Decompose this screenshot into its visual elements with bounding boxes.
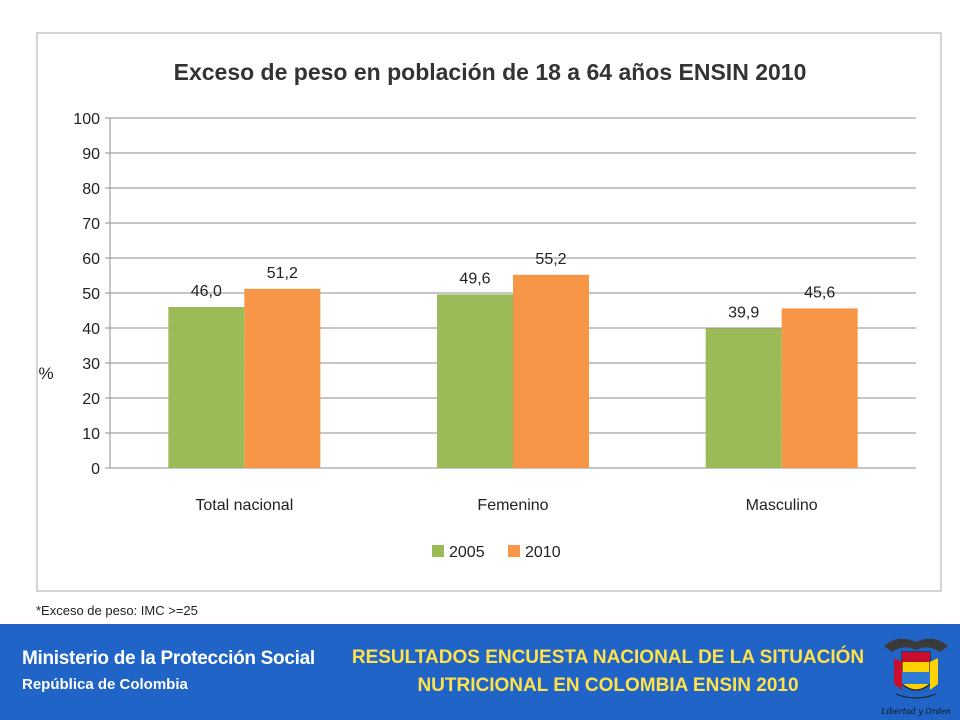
y-tick-label: 0	[91, 461, 100, 478]
y-axis-label: %	[38, 364, 53, 383]
y-tick-label: 100	[73, 111, 100, 128]
legend-label-2005: 2005	[449, 544, 485, 561]
y-tick-label: 80	[82, 181, 100, 198]
data-label: 45,6	[804, 284, 835, 301]
y-tick-label: 60	[82, 251, 100, 268]
chart-frame: Exceso de peso en población de 18 a 64 a…	[36, 32, 942, 592]
chart-svg: Exceso de peso en población de 18 a 64 a…	[38, 59, 916, 561]
data-label: 49,6	[459, 270, 490, 287]
footnote: *Exceso de peso: IMC >=25	[36, 603, 198, 618]
data-label: 55,2	[535, 251, 566, 268]
chart-title: Exceso de peso en población de 18 a 64 a…	[174, 59, 807, 85]
bar-2010	[244, 288, 321, 468]
footer-title: RESULTADOS ENCUESTA NACIONAL DE LA SITUA…	[351, 647, 865, 696]
data-label: 46,0	[191, 283, 222, 300]
x-tick-label: Femenino	[477, 497, 548, 514]
bar-2005	[168, 307, 245, 468]
ministry-name: Ministerio de la Protección Social	[22, 648, 315, 669]
y-tick-label: 40	[82, 321, 100, 338]
footer-bar: Ministerio de la Protección Social Repúb…	[0, 624, 960, 720]
y-tick-label: 70	[82, 216, 100, 233]
y-tick-label: 10	[82, 426, 100, 443]
ministry-country: República de Colombia	[22, 676, 188, 693]
legend-swatch-2010	[508, 545, 520, 557]
bar-2005	[437, 294, 513, 468]
y-tick-label: 90	[82, 146, 100, 163]
data-label: 51,2	[267, 265, 298, 282]
bar-2005	[705, 328, 782, 468]
legend-swatch-2005	[432, 545, 444, 557]
y-tick-label: 50	[82, 286, 100, 303]
legend-label-2010: 2010	[525, 544, 561, 561]
bar-2010	[781, 308, 858, 468]
coat-of-arms-icon: Libertad y Orden	[880, 638, 951, 716]
y-tick-label: 20	[82, 391, 100, 408]
data-label: 39,9	[728, 304, 759, 321]
x-tick-label: Total nacional	[195, 497, 293, 514]
y-tick-label: 30	[82, 356, 100, 373]
bar-2010	[513, 274, 589, 468]
emblem-motto: Libertad y Orden	[880, 707, 951, 716]
x-tick-label: Masculino	[746, 497, 818, 514]
